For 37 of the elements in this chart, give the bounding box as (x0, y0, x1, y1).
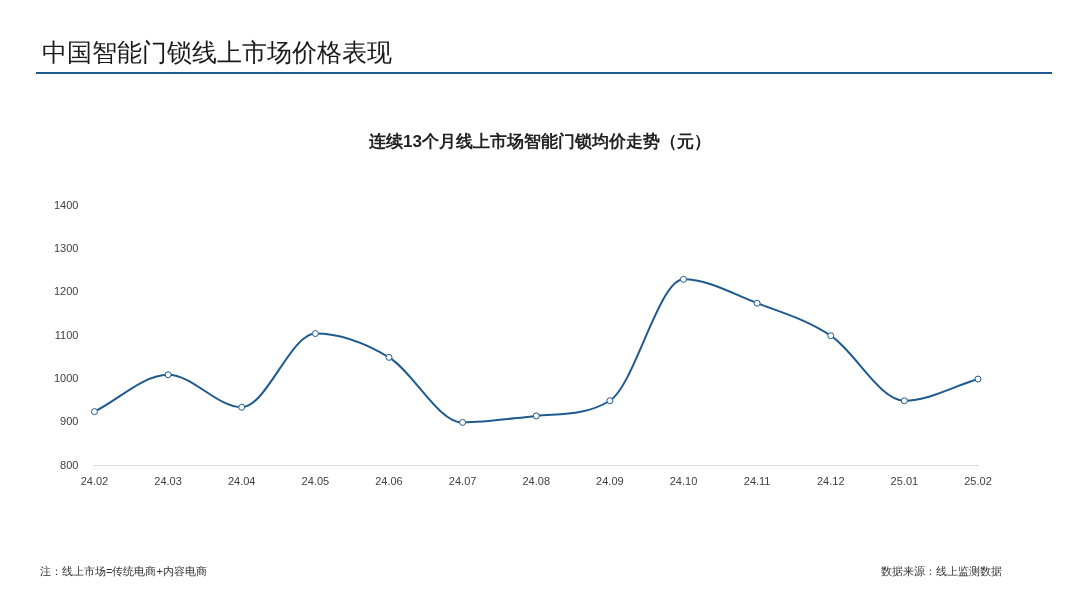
x-tick-label: 24.08 (522, 475, 550, 488)
y-tick-label: 1100 (54, 328, 79, 341)
source-note: 数据来源：线上监测数据 (881, 564, 1002, 579)
point (459, 418, 467, 426)
chart-title: 中国智能门锁线上市场价格表现 (42, 37, 392, 68)
point (679, 275, 687, 283)
point (164, 371, 172, 379)
point (532, 412, 540, 420)
y-tick-label: 900 (60, 415, 79, 428)
x-tick-label: 24.09 (596, 475, 624, 488)
point (385, 353, 393, 361)
point (753, 299, 761, 307)
y-tick-label: 800 (60, 458, 79, 471)
point (900, 397, 908, 405)
point (827, 332, 835, 340)
x-tick-label: 24.06 (375, 475, 403, 488)
point (238, 403, 246, 411)
text: 注：线上市场=传统电商+内容电商 (40, 564, 207, 579)
x-tick-label: 24.02 (80, 475, 109, 488)
chart-subtitle: 连续13个月线上市场智能门锁均价走势（元） (368, 131, 712, 153)
y-tick-label: 1300 (53, 242, 79, 254)
x-tick-label: 24.10 (669, 475, 698, 488)
point (974, 375, 982, 383)
y-tick-label: 1000 (53, 372, 79, 385)
y-tick-label: 1400 (53, 198, 79, 211)
x-tick-label: 24.04 (227, 475, 256, 488)
x-tick-label: 24.03 (154, 475, 182, 488)
x-tick-label: 24.11 (743, 475, 771, 488)
x-tick-label: 25.01 (890, 475, 919, 488)
point (311, 330, 319, 338)
x-tick-label: 24.07 (448, 475, 477, 488)
point (90, 408, 98, 416)
x-tick-label: 24.05 (301, 475, 330, 488)
x-tick-label: 24.12 (816, 475, 845, 488)
y-tick-label: 1200 (53, 285, 79, 298)
point (606, 397, 614, 405)
x-tick-label: 25.02 (964, 475, 992, 488)
